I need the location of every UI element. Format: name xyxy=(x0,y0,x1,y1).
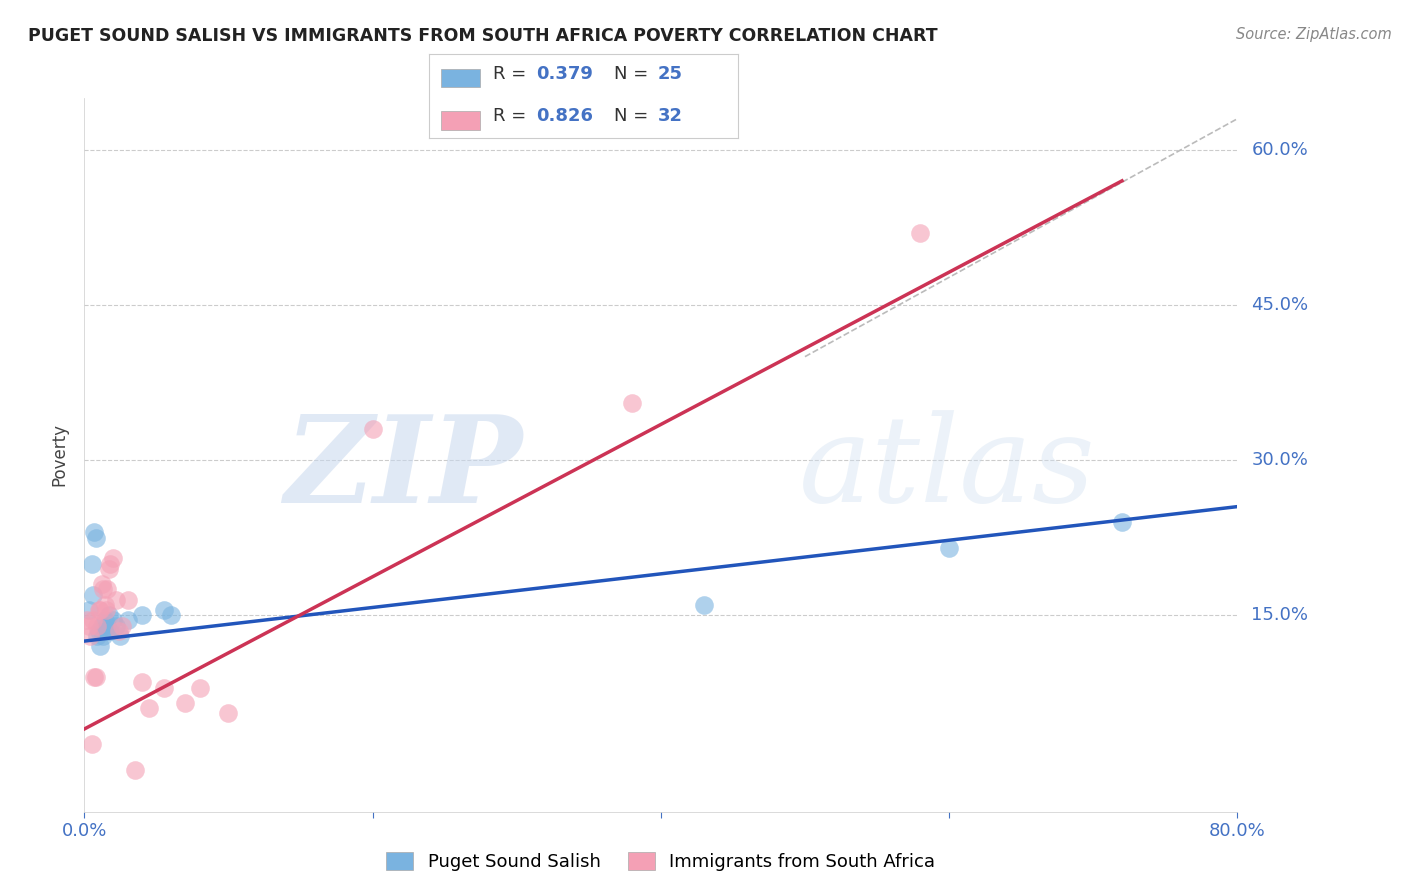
Legend: Puget Sound Salish, Immigrants from South Africa: Puget Sound Salish, Immigrants from Sout… xyxy=(380,845,942,879)
Point xyxy=(93,598,115,612)
Text: 30.0%: 30.0% xyxy=(1251,451,1308,469)
Point xyxy=(152,603,174,617)
Point xyxy=(84,670,107,684)
Point xyxy=(90,618,112,632)
Text: N =: N = xyxy=(614,65,654,83)
Point xyxy=(1111,515,1133,529)
Point xyxy=(693,598,716,612)
Point xyxy=(96,618,118,632)
Text: Source: ZipAtlas.com: Source: ZipAtlas.com xyxy=(1236,27,1392,42)
Point xyxy=(80,738,103,752)
Text: 0.379: 0.379 xyxy=(536,65,593,83)
Text: N =: N = xyxy=(614,107,654,125)
Point xyxy=(82,614,104,628)
Point xyxy=(86,629,108,643)
Point xyxy=(97,608,120,623)
Point xyxy=(103,551,124,566)
Point xyxy=(361,422,384,436)
Point xyxy=(90,577,112,591)
Point xyxy=(83,670,105,684)
Text: 0.826: 0.826 xyxy=(536,107,593,125)
Point xyxy=(160,608,183,623)
Point xyxy=(89,603,111,617)
Point xyxy=(108,624,131,638)
Point xyxy=(124,764,146,778)
Text: ZIP: ZIP xyxy=(284,410,523,528)
Point xyxy=(87,603,110,617)
FancyBboxPatch shape xyxy=(441,112,481,130)
Point xyxy=(82,588,104,602)
Point xyxy=(117,592,139,607)
Point xyxy=(93,614,115,628)
Point xyxy=(89,639,111,653)
Text: R =: R = xyxy=(492,65,531,83)
Point xyxy=(84,531,107,545)
Point xyxy=(76,614,98,628)
Point xyxy=(217,706,239,721)
Point xyxy=(83,525,105,540)
Point xyxy=(86,618,108,632)
Point xyxy=(105,618,128,632)
Point xyxy=(105,592,128,607)
Point xyxy=(110,629,132,643)
Point xyxy=(111,618,134,632)
Point xyxy=(77,618,100,632)
Text: R =: R = xyxy=(492,107,531,125)
Point xyxy=(98,557,121,571)
Point xyxy=(77,603,100,617)
Point xyxy=(131,675,153,690)
Y-axis label: Poverty: Poverty xyxy=(51,424,69,486)
Text: 45.0%: 45.0% xyxy=(1251,296,1309,314)
Point xyxy=(188,681,211,695)
Point xyxy=(91,582,114,597)
Point xyxy=(80,557,103,571)
Text: 32: 32 xyxy=(658,107,683,125)
Point xyxy=(87,624,110,638)
Point xyxy=(91,629,114,643)
Point xyxy=(96,582,118,597)
Point xyxy=(97,562,120,576)
Text: 25: 25 xyxy=(658,65,683,83)
Point xyxy=(138,701,160,715)
Text: atlas: atlas xyxy=(799,410,1095,528)
Point xyxy=(174,696,197,710)
Point xyxy=(152,681,174,695)
Point xyxy=(94,624,117,638)
Point xyxy=(938,541,960,555)
Point xyxy=(621,396,644,410)
Text: 15.0%: 15.0% xyxy=(1251,607,1309,624)
Point xyxy=(103,614,124,628)
FancyBboxPatch shape xyxy=(441,69,481,87)
Point xyxy=(94,603,117,617)
Point xyxy=(908,226,931,240)
Point xyxy=(79,629,101,643)
Point xyxy=(98,624,121,638)
Point xyxy=(131,608,153,623)
Point xyxy=(117,614,139,628)
Text: 60.0%: 60.0% xyxy=(1251,141,1308,159)
Text: PUGET SOUND SALISH VS IMMIGRANTS FROM SOUTH AFRICA POVERTY CORRELATION CHART: PUGET SOUND SALISH VS IMMIGRANTS FROM SO… xyxy=(28,27,938,45)
